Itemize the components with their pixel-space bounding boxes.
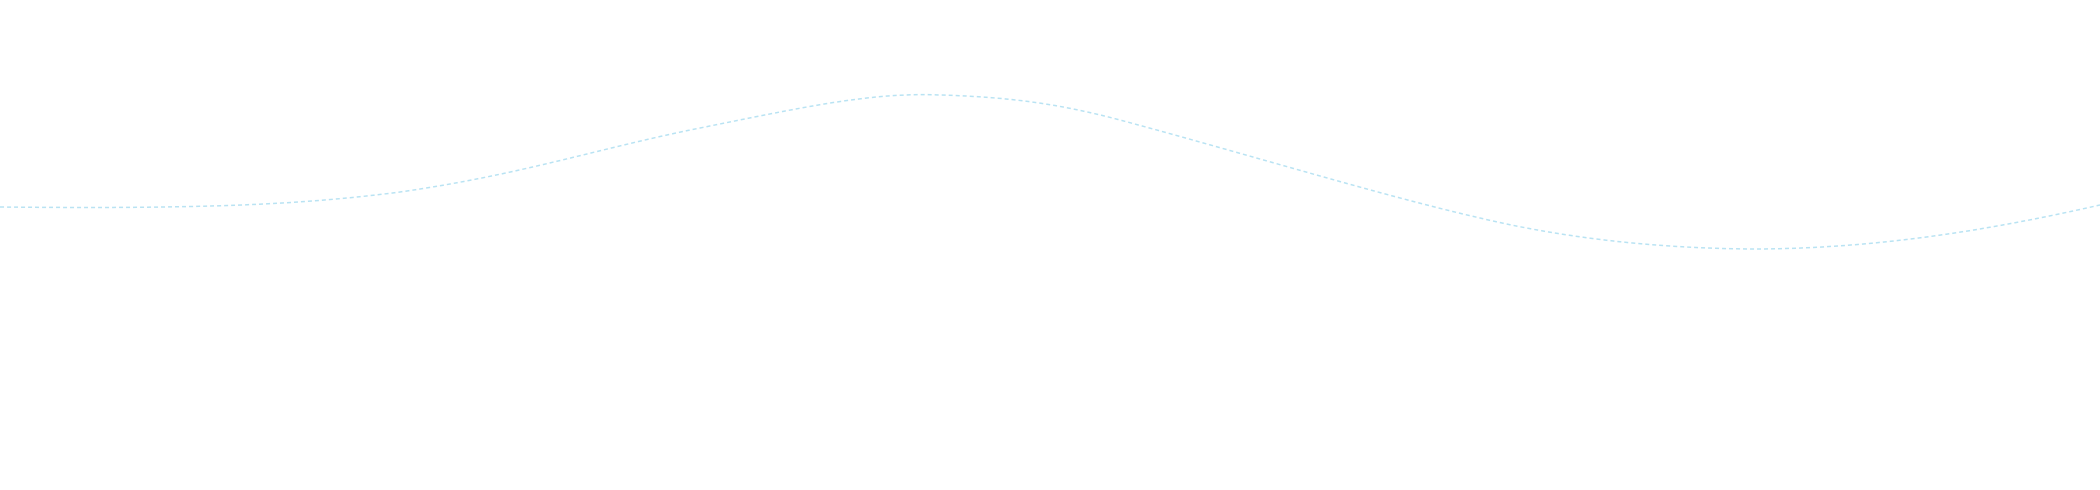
wave-line (0, 93, 2100, 250)
